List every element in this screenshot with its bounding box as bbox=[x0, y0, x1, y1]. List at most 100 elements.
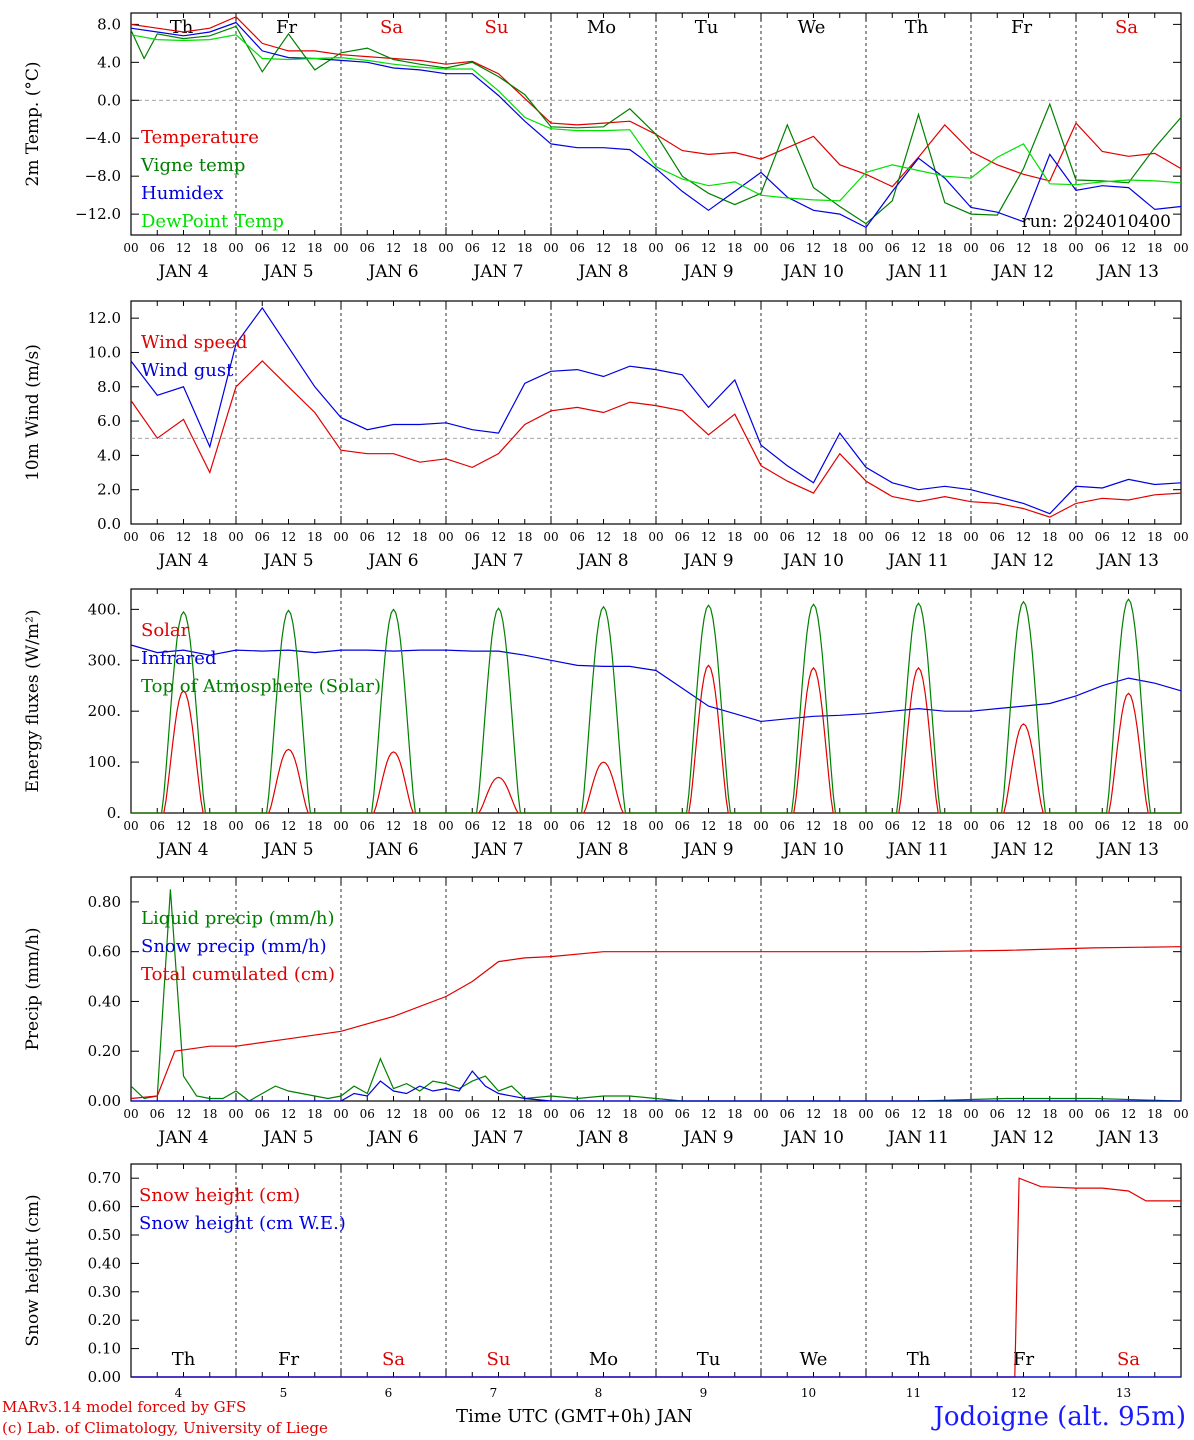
hour-tick-label: 12 bbox=[596, 241, 611, 255]
hour-tick-label: 18 bbox=[622, 1107, 637, 1121]
day-label: JAN 9 bbox=[681, 262, 733, 282]
hour-tick-label: 18 bbox=[832, 530, 847, 544]
hour-tick-label: 06 bbox=[360, 819, 375, 833]
hour-tick-label: 12 bbox=[1016, 1107, 1031, 1121]
hour-tick-label: 06 bbox=[570, 241, 585, 255]
hour-tick-label: 18 bbox=[412, 530, 427, 544]
hour-tick-label: 18 bbox=[937, 1107, 952, 1121]
day-label: JAN 11 bbox=[886, 1128, 949, 1148]
weekday-label: Mo bbox=[589, 1349, 618, 1370]
hour-tick-label: 06 bbox=[675, 819, 690, 833]
legend-entry: Infrared bbox=[141, 648, 216, 669]
hour-tick-label: 12 bbox=[386, 241, 401, 255]
series-line bbox=[130, 306, 1182, 515]
hour-tick-label: 18 bbox=[622, 241, 637, 255]
day-label: JAN 13 bbox=[1096, 262, 1159, 282]
y-tick-label: 0.20 bbox=[88, 1042, 121, 1060]
hour-tick-label: 18 bbox=[307, 530, 322, 544]
hour-tick-label: 18 bbox=[622, 530, 637, 544]
legend-entry: Vigne temp bbox=[140, 155, 245, 176]
weekday-label: Th bbox=[907, 1349, 931, 1370]
hour-tick-label: 12 bbox=[806, 530, 821, 544]
chart-panel-3: 400. 300. 200. 100. 0. Energy fluxes (W/m²) 00… bbox=[23, 588, 1189, 860]
hour-tick-label: 00 bbox=[228, 241, 243, 255]
legend-entry: Liquid precip (mm/h) bbox=[141, 908, 335, 929]
hour-tick-label: 18 bbox=[517, 241, 532, 255]
chart-panel-5: 0.70 0.60 0.50 0.40 0.30 0.20 0.10 0.00 Snow hei… bbox=[23, 1163, 1182, 1386]
y-tick-label: 0.10 bbox=[88, 1340, 121, 1358]
hour-tick-label: 12 bbox=[806, 1107, 821, 1121]
hour-tick-label: 00 bbox=[1173, 241, 1188, 255]
weekday-label: Sa bbox=[382, 1349, 405, 1370]
hour-tick-label: 18 bbox=[937, 241, 952, 255]
series-line bbox=[130, 360, 1182, 518]
hour-tick-label: 06 bbox=[465, 819, 480, 833]
hour-tick-label: 12 bbox=[176, 241, 191, 255]
hour-tick-label: 00 bbox=[123, 1107, 138, 1121]
y-tick-label: 10.0 bbox=[88, 343, 121, 361]
series-line bbox=[130, 34, 1182, 202]
day-label: JAN 6 bbox=[366, 262, 418, 282]
hour-tick-label: 18 bbox=[832, 241, 847, 255]
day-label: JAN 12 bbox=[991, 840, 1054, 860]
hour-tick-label: 06 bbox=[150, 241, 165, 255]
hour-tick-label: 00 bbox=[333, 819, 348, 833]
hour-tick-label: 12 bbox=[1121, 241, 1136, 255]
hour-tick-label: 12 bbox=[701, 530, 716, 544]
hour-tick-label: 06 bbox=[465, 530, 480, 544]
hour-tick-label: 12 bbox=[911, 530, 926, 544]
hour-tick-label: 06 bbox=[885, 1107, 900, 1121]
bottom-day-number: 8 bbox=[595, 1386, 603, 1400]
hour-tick-label: 18 bbox=[517, 819, 532, 833]
hour-tick-label: 06 bbox=[885, 819, 900, 833]
day-label: JAN 4 bbox=[156, 551, 208, 571]
series-line bbox=[130, 946, 1182, 1100]
hour-tick-label: 18 bbox=[517, 1107, 532, 1121]
weekday-label: Tu bbox=[695, 17, 719, 38]
chart-panel-2: 12.0 10.0 8.0 6.0 4.0 2.0 0.0 10m Wind (m/s) 00 0… bbox=[23, 300, 1189, 571]
hour-tick-label: 06 bbox=[465, 241, 480, 255]
hour-tick-label: 12 bbox=[1121, 819, 1136, 833]
hour-tick-label: 18 bbox=[202, 819, 217, 833]
hour-tick-label: 18 bbox=[622, 819, 637, 833]
series-line bbox=[130, 16, 1182, 188]
day-label: JAN 7 bbox=[471, 840, 523, 860]
weekday-label: Fr bbox=[1013, 1349, 1034, 1370]
legend-entry: DewPoint Temp bbox=[141, 211, 284, 232]
weekday-label: Th bbox=[170, 17, 194, 38]
y-tick-label: 8.0 bbox=[97, 15, 121, 33]
bottom-day-numbers: 4 5 6 7 8 9 10 11 12 13 bbox=[175, 1386, 1131, 1400]
hour-tick-label: 18 bbox=[1042, 1107, 1057, 1121]
y-tick-label: 0.00 bbox=[88, 1368, 121, 1386]
hour-tick-label: 00 bbox=[543, 530, 558, 544]
hour-tick-label: 06 bbox=[1095, 1107, 1110, 1121]
hour-tick-label: 12 bbox=[491, 241, 506, 255]
hour-tick-label: 06 bbox=[990, 819, 1005, 833]
chart-panel-4: 0.80 0.60 0.40 0.20 0.00 Precip (mm/h) 00 06 12 1… bbox=[23, 876, 1189, 1148]
hour-tick-label: 00 bbox=[858, 1107, 873, 1121]
hour-tick-label: 00 bbox=[753, 241, 768, 255]
hour-tick-label: 06 bbox=[150, 1107, 165, 1121]
legend-entry: Wind gust bbox=[141, 360, 234, 381]
hour-tick-label: 18 bbox=[202, 241, 217, 255]
legend-entry: Wind speed bbox=[141, 332, 247, 353]
model-credit: MARv3.14 model forced by GFS bbox=[2, 1398, 247, 1416]
hour-tick-label: 12 bbox=[1016, 819, 1031, 833]
hour-tick-label: 18 bbox=[1147, 1107, 1162, 1121]
y-tick-label: 200. bbox=[88, 702, 121, 720]
hour-tick-label: 06 bbox=[1095, 530, 1110, 544]
hour-tick-label: 18 bbox=[727, 530, 742, 544]
hour-tick-label: 18 bbox=[412, 1107, 427, 1121]
hour-tick-label: 00 bbox=[333, 530, 348, 544]
hour-tick-label: 06 bbox=[1095, 819, 1110, 833]
hour-tick-label: 06 bbox=[255, 1107, 270, 1121]
hour-tick-label: 06 bbox=[990, 241, 1005, 255]
day-label: JAN 10 bbox=[781, 1128, 844, 1148]
hour-tick-label: 12 bbox=[911, 819, 926, 833]
hour-tick-label: 18 bbox=[1042, 819, 1057, 833]
legend-entry: Snow height (cm) bbox=[139, 1185, 300, 1206]
day-label: JAN 4 bbox=[156, 1128, 208, 1148]
day-label: JAN 9 bbox=[681, 551, 733, 571]
meteogram: 8.04.00.0−4.0−8.0−12.02m Temp. (°C)00 06 1… bbox=[23, 12, 1189, 1400]
hour-tick-label: 12 bbox=[596, 530, 611, 544]
